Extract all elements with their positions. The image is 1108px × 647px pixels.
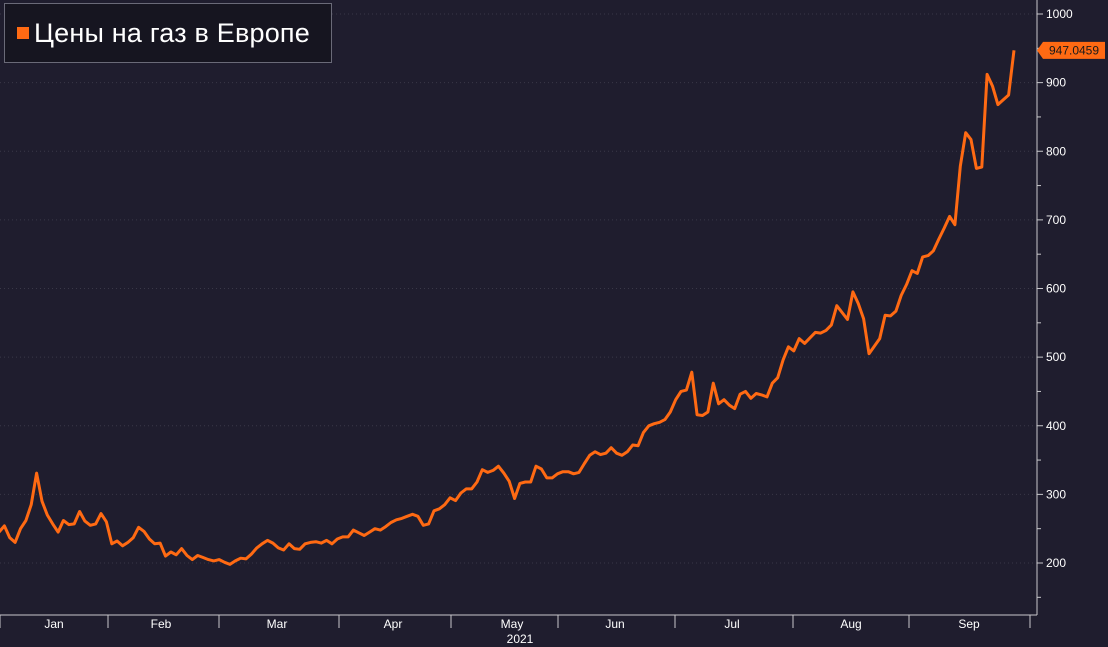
x-tick-label: Apr (384, 617, 403, 631)
y-tick-label: 600 (1046, 282, 1066, 296)
y-tick-label: 800 (1046, 144, 1066, 158)
last-value-label: 947.0459 (1049, 43, 1099, 57)
y-tick-label: 900 (1046, 76, 1066, 90)
x-tick-label: May (501, 617, 524, 631)
x-tick-label: Feb (151, 617, 172, 631)
x-axis-year-label: 2021 (507, 632, 534, 646)
legend-swatch (17, 27, 29, 39)
last-value-tag-background (1037, 41, 1105, 59)
x-tick-label: Mar (267, 617, 288, 631)
x-axis-ticks: Jan Feb Mar Apr May Jun Jul Aug Sep (0, 615, 1031, 631)
y-tick-label: 500 (1046, 350, 1066, 364)
legend-label: Цены на газ в Европе (34, 17, 310, 48)
x-tick-label: Jun (605, 617, 624, 631)
y-axis-ticks: 200 300 400 500 600 700 800 900 1000 (1037, 7, 1073, 598)
series-line (0, 50, 1016, 566)
y-tick-label: 700 (1046, 213, 1066, 227)
y-tick-label: 1000 (1046, 7, 1073, 21)
x-tick-label: Jul (724, 617, 739, 631)
x-tick-label: Jan (44, 617, 63, 631)
y-tick-label: 200 (1046, 556, 1066, 570)
legend: Цены на газ в Европе (4, 3, 332, 63)
last-value-tag: 947.0459 (1037, 41, 1105, 59)
grid (0, 13, 1037, 564)
axes (0, 0, 1038, 616)
y-tick-label: 300 (1046, 487, 1066, 501)
y-tick-label: 400 (1046, 419, 1066, 433)
x-tick-label: Sep (958, 617, 980, 631)
plot-area (0, 50, 1016, 566)
x-tick-label: Aug (840, 617, 861, 631)
